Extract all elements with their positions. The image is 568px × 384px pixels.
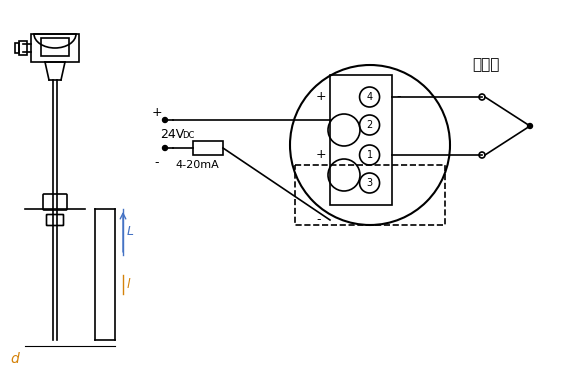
Circle shape <box>162 146 168 151</box>
Bar <box>31 34 79 62</box>
Bar <box>15 43 19 53</box>
Text: +: + <box>152 106 162 119</box>
Text: 2: 2 <box>366 120 373 130</box>
Text: l: l <box>127 278 131 291</box>
Text: 1: 1 <box>366 150 373 160</box>
Bar <box>330 75 392 205</box>
Bar <box>19 41 27 55</box>
Text: -: - <box>396 91 400 104</box>
Text: DC: DC <box>182 131 194 140</box>
Text: 3: 3 <box>366 178 373 188</box>
Text: 4-20mA: 4-20mA <box>175 160 219 170</box>
Text: L: L <box>127 225 134 238</box>
Circle shape <box>162 118 168 122</box>
Text: 热电偶: 热电偶 <box>472 58 499 73</box>
Text: +: + <box>316 91 327 104</box>
Text: -: - <box>154 156 159 169</box>
Text: -: - <box>316 214 320 227</box>
Text: +: + <box>316 149 327 162</box>
Text: 4: 4 <box>366 92 373 102</box>
Bar <box>295 165 445 225</box>
Bar <box>193 141 223 155</box>
Bar <box>41 38 69 56</box>
Circle shape <box>528 124 533 129</box>
Text: 24V: 24V <box>160 128 184 141</box>
Text: d: d <box>10 352 19 366</box>
